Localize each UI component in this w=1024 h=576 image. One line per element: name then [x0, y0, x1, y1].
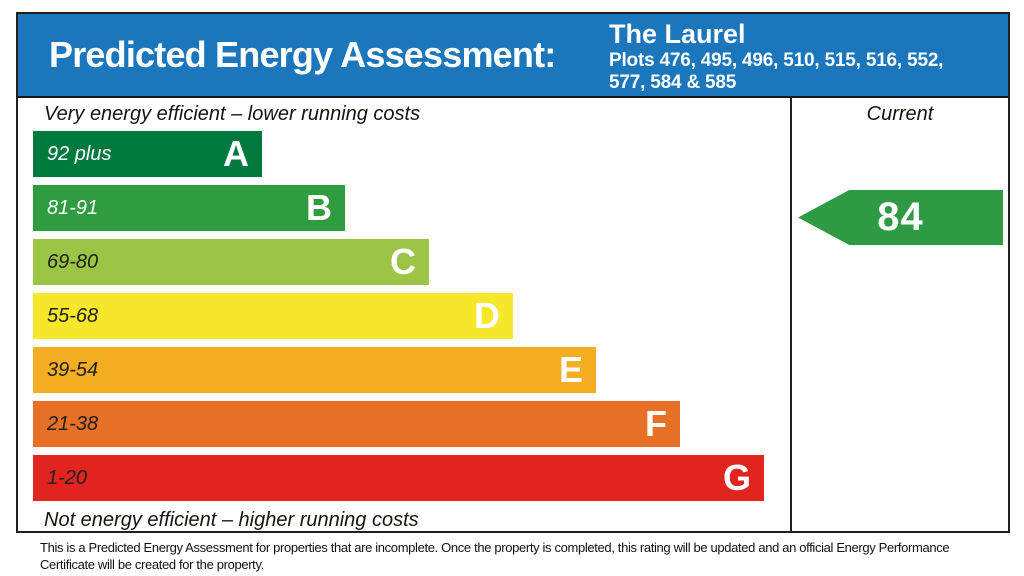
band-bar-f: 21-38 F — [33, 401, 680, 447]
band-row-f: 21-38 F — [33, 401, 790, 447]
bottom-caption: Not energy efficient – higher running co… — [44, 509, 419, 531]
band-range-label: 81-91 — [47, 196, 99, 219]
band-range-label: 21-38 — [47, 412, 99, 435]
epc-certificate: Predicted Energy Assessment: The Laurel … — [16, 12, 1010, 533]
header: Predicted Energy Assessment: The Laurel … — [18, 14, 1008, 98]
band-range-label: 39-54 — [47, 358, 99, 381]
band-letter: D — [474, 295, 500, 336]
band-letter: G — [722, 457, 751, 498]
band-bar-b: 81-91 B — [33, 185, 345, 231]
property-name: The Laurel — [609, 19, 746, 49]
property-plots: Plots 476, 495, 496, 510, 515, 516, 552,… — [609, 50, 944, 93]
current-rating-column: Current 84 — [790, 98, 1008, 531]
band-row-g: 1-20 G — [33, 455, 790, 501]
band-letter: C — [390, 241, 416, 282]
band-row-b: 81-91 B — [33, 185, 790, 231]
band-bar-a: 92 plus A — [33, 131, 262, 177]
band-bar-d: 55-68 D — [33, 293, 513, 339]
band-letter: B — [306, 187, 332, 228]
band-bar-e: 39-54 E — [33, 347, 596, 393]
band-range-label: 55-68 — [47, 304, 99, 327]
header-property-block: The Laurel Plots 476, 495, 496, 510, 515… — [609, 14, 1008, 96]
band-row-e: 39-54 E — [33, 347, 790, 393]
page-title: Predicted Energy Assessment: — [49, 34, 556, 75]
band-letter: F — [645, 403, 667, 444]
band-row-d: 55-68 D — [33, 293, 790, 339]
band-bar-g: 1-20 G — [33, 455, 764, 501]
energy-bands: 92 plus A 81-91 B 69-80 C 55-68 D 39-54 E 21-38 F 1-… — [33, 131, 790, 501]
current-rating-value: 84 — [877, 195, 924, 239]
band-chart-column: Very energy efficient – lower running co… — [18, 98, 790, 531]
band-row-c: 69-80 C — [33, 239, 790, 285]
band-bar-c: 69-80 C — [33, 239, 429, 285]
band-letter: A — [223, 133, 249, 174]
top-caption: Very energy efficient – lower running co… — [44, 103, 421, 125]
band-range-label: 69-80 — [47, 250, 99, 273]
band-row-a: 92 plus A — [33, 131, 790, 177]
disclaimer-text: This is a Predicted Energy Assessment fo… — [40, 540, 950, 572]
chart-body: Very energy efficient – lower running co… — [18, 98, 1008, 531]
band-range-label: 1-20 — [47, 466, 88, 489]
band-letter: E — [558, 349, 583, 390]
current-column-header: Current — [866, 103, 934, 125]
current-rating-arrow: 84 — [798, 190, 1003, 245]
band-range-label: 92 plus — [47, 142, 112, 165]
